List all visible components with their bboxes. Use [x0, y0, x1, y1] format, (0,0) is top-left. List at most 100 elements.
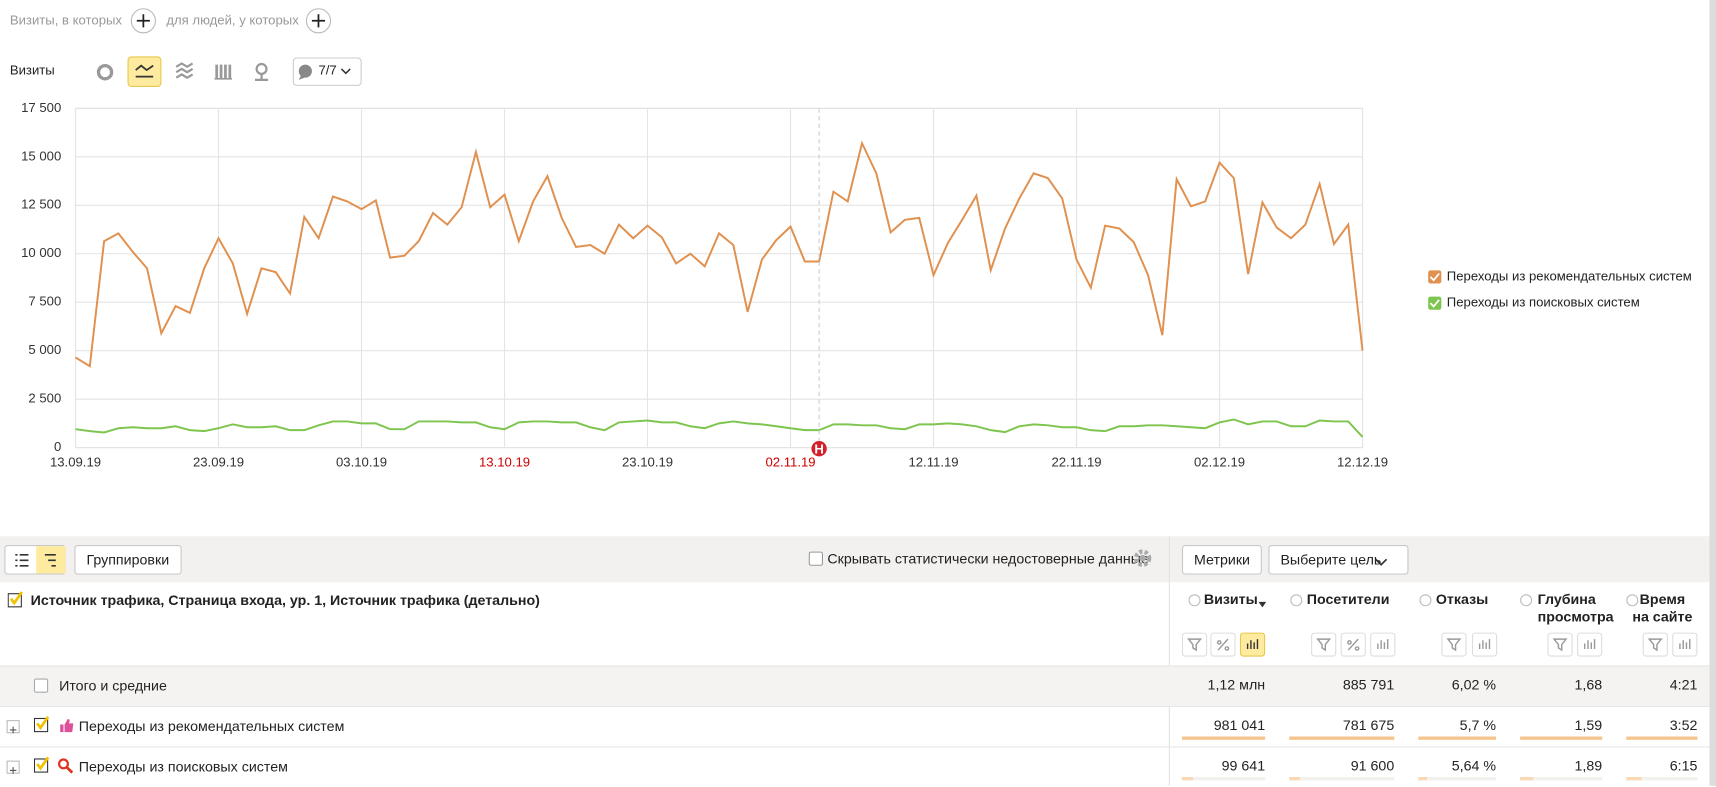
- cell-bar-track: [1289, 777, 1395, 781]
- cell-bar: [1181, 736, 1266, 740]
- column-header[interactable]: Визиты: [1203, 590, 1258, 608]
- column-header[interactable]: Глубина просмотра: [1537, 590, 1614, 625]
- row-label[interactable]: Переходы из рекомендательных систем: [78, 717, 345, 735]
- column-header[interactable]: Посетители: [1306, 590, 1390, 608]
- cell-value: 3:52: [1669, 716, 1698, 734]
- legend-check: [1429, 273, 1440, 282]
- cell-bar: [1418, 777, 1428, 781]
- cell-value: 1,68: [1574, 676, 1603, 693]
- cell-bar-track: [1626, 777, 1698, 781]
- column-tool[interactable]: [1370, 632, 1396, 657]
- filter-label: Визиты, в которых: [10, 12, 123, 27]
- x-tick-label: 13.09.19: [50, 454, 101, 469]
- cell-value: 981 041: [1213, 716, 1266, 734]
- column-help-icon: [1188, 594, 1201, 607]
- column-tool[interactable]: [1311, 632, 1337, 657]
- column-tool[interactable]: [1340, 632, 1366, 657]
- x-tick-label: 12.11.19: [908, 454, 958, 469]
- cell-bar-track: [1181, 777, 1266, 781]
- expand-button[interactable]: [6, 720, 20, 734]
- chart-title: Визиты: [10, 63, 55, 78]
- goal-button[interactable]: Выберите цель: [1268, 545, 1409, 575]
- column-header[interactable]: Отказы: [1435, 590, 1489, 608]
- legend-label: Переходы из рекомендательных систем: [1447, 268, 1692, 283]
- divider: [1168, 536, 1170, 786]
- cell-value: 781 675: [1342, 716, 1395, 734]
- row-icon: [58, 717, 76, 735]
- column-tool[interactable]: [1181, 632, 1208, 657]
- legend-swatch: [1428, 270, 1442, 284]
- cell-value: 6:15: [1669, 757, 1698, 774]
- table-row[interactable]: [0, 705, 1710, 746]
- column-tool[interactable]: [1577, 632, 1603, 657]
- x-tick-label: 23.09.19: [193, 454, 244, 469]
- y-tick-label: 0: [54, 439, 61, 454]
- cell-bar: [1626, 777, 1642, 781]
- column-tool[interactable]: [1210, 632, 1236, 657]
- view-switch[interactable]: [4, 545, 66, 575]
- cell-bar-track: [1418, 777, 1497, 781]
- checkbox-checked[interactable]: [7, 591, 24, 608]
- scrollbar[interactable]: [1709, 0, 1716, 786]
- cell-bar: [1626, 736, 1698, 740]
- hide-unreliable-label: Скрывать статистически недостоверные дан…: [827, 550, 1149, 567]
- y-tick-label: 17 500: [21, 100, 61, 115]
- column-tool[interactable]: [1471, 632, 1498, 657]
- row-label[interactable]: Переходы из поисковых систем: [78, 758, 288, 775]
- metrics-button[interactable]: Метрики: [1181, 545, 1263, 575]
- x-tick-label: 03.10.19: [336, 454, 387, 469]
- column-tool[interactable]: [1441, 632, 1467, 657]
- column-tool[interactable]: [1672, 632, 1698, 657]
- cell-value: 91 600: [1350, 757, 1395, 774]
- cell-bar: [1418, 736, 1497, 740]
- checkbox[interactable]: [808, 551, 823, 566]
- cell-bar: [1289, 777, 1301, 781]
- cell-bar: [1289, 736, 1395, 740]
- column-tool[interactable]: [1239, 632, 1266, 657]
- series-line: [75, 418, 1364, 438]
- table-row[interactable]: [0, 665, 1710, 706]
- chart-type-bar[interactable]: [214, 64, 233, 80]
- groupings-button[interactable]: Группировки: [74, 545, 182, 575]
- legend-swatch: [1428, 296, 1442, 310]
- add-filter[interactable]: [130, 8, 156, 34]
- cell-bar: [1181, 777, 1193, 781]
- legend-check: [1429, 299, 1440, 308]
- x-tick-label: 12.12.19: [1337, 454, 1388, 469]
- checkbox-checked[interactable]: [33, 756, 52, 774]
- sort-indicator: [1258, 595, 1268, 608]
- annotation-label: Н: [814, 441, 823, 456]
- cell-value: 5,64 %: [1451, 757, 1497, 774]
- notes-count: 7/7: [318, 63, 336, 78]
- column-header[interactable]: Время на сайте: [1632, 590, 1693, 625]
- column-help-icon: [1520, 594, 1533, 607]
- legend-label: Переходы из поисковых систем: [1447, 295, 1640, 310]
- cell-value: 1,59: [1574, 716, 1603, 734]
- settings-icon[interactable]: [1133, 548, 1153, 568]
- annotation-marker: [811, 441, 827, 457]
- y-tick-label: 10 000: [21, 245, 61, 260]
- cell-value: 4:21: [1669, 676, 1698, 693]
- x-tick-label: 22.11.19: [1051, 454, 1101, 469]
- add-filter[interactable]: [305, 8, 332, 34]
- table-row[interactable]: [0, 746, 1710, 786]
- column-tool[interactable]: [1642, 632, 1668, 657]
- chart-type-line[interactable]: [127, 56, 162, 88]
- x-tick-label: 23.10.19: [622, 454, 673, 469]
- row-label[interactable]: Итого и средние: [59, 677, 167, 694]
- expand-button[interactable]: [6, 760, 20, 774]
- cell-value: 6,02 %: [1451, 676, 1497, 693]
- chart-type-pie[interactable]: [96, 64, 114, 81]
- checkbox-checked[interactable]: [33, 716, 52, 734]
- notes-button[interactable]: [292, 57, 362, 86]
- x-tick-label: 02.12.19: [1194, 454, 1245, 469]
- y-tick-label: 2 500: [28, 391, 61, 406]
- column-tool[interactable]: [1547, 632, 1573, 657]
- checkbox[interactable]: [33, 678, 49, 693]
- cell-value: 1,89: [1574, 757, 1603, 774]
- row-icon: [57, 757, 75, 775]
- dropdown-arrow: [1375, 554, 1388, 566]
- column-help-icon: [1419, 594, 1432, 607]
- chart-type-area[interactable]: [175, 62, 194, 79]
- chart-type-map[interactable]: [254, 62, 269, 81]
